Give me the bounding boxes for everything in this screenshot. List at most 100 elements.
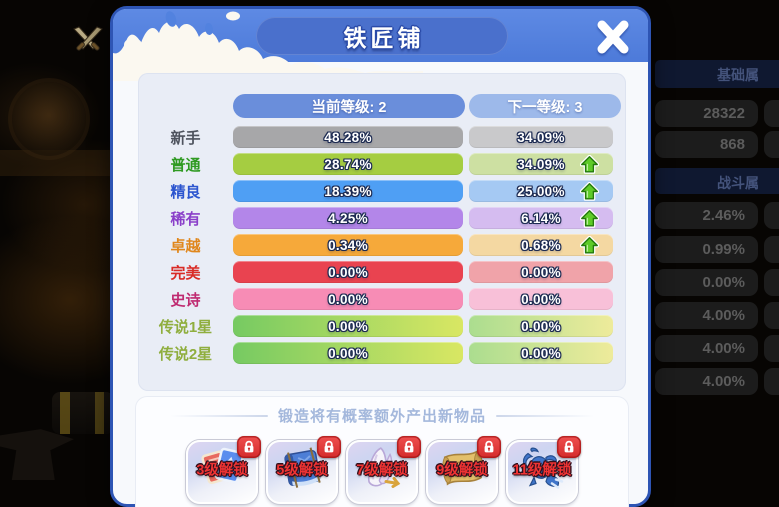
rarity-label: 史诗 xyxy=(170,291,201,309)
next-probability-bar: 0.00% xyxy=(469,315,613,337)
next-probability-value: 0.68% xyxy=(521,237,561,253)
current-level-header: 当前等级: 2 xyxy=(233,94,465,118)
rarity-label: 稀有 xyxy=(170,210,201,228)
stat-value-cell-clipped xyxy=(764,302,779,329)
current-probability-bar: 0.34% xyxy=(233,234,463,256)
level-header-row: 当前等级: 2 下一等级: 3 xyxy=(138,94,626,118)
unlock-items-row: 3级解锁 5级解锁 7级解锁 xyxy=(135,436,629,504)
lock-icon xyxy=(484,440,494,453)
current-probability-value: 0.00% xyxy=(328,318,368,334)
rarity-label: 卓越 xyxy=(170,237,201,255)
unlock-item-5[interactable]: 11级解锁 xyxy=(506,436,581,504)
stat-value-cell-clipped xyxy=(764,131,779,158)
lock-icon xyxy=(324,440,334,453)
next-probability-bar: 25.00% xyxy=(469,180,613,202)
rarity-row: 完美 0.00% 0.00% xyxy=(138,261,626,283)
unlock-item-art xyxy=(518,445,566,496)
stat-value-cell-clipped xyxy=(764,236,779,263)
close-button[interactable] xyxy=(592,19,634,55)
current-probability-value: 18.39% xyxy=(324,183,372,199)
rarity-label: 精良 xyxy=(170,183,201,201)
next-probability-bar: 34.09% xyxy=(469,126,613,148)
next-level-label: 下一等级: 3 xyxy=(507,99,583,116)
scene-clock xyxy=(12,82,86,156)
rarity-row: 传说2星 0.00% 0.00% xyxy=(138,342,626,364)
next-probability-value: 34.09% xyxy=(517,129,565,145)
stat-value-cell: 4.00% xyxy=(655,302,758,329)
basic-stats-header: 基础属 xyxy=(655,60,779,88)
stat-value-cell-clipped xyxy=(764,202,779,229)
divider-line xyxy=(496,414,594,417)
next-probability-value: 0.00% xyxy=(521,264,561,280)
book-icon xyxy=(284,447,321,488)
unlock-item-4[interactable]: 9级解锁 xyxy=(426,436,501,504)
combat-stats-header: 战斗属 xyxy=(655,168,779,194)
rarity-rows: 新手 48.28% 34.09% 普通 28.74% 34.09% 精良 18.… xyxy=(138,126,626,369)
unlock-item-art xyxy=(278,445,326,496)
current-probability-bar: 48.28% xyxy=(233,126,463,148)
lock-icon xyxy=(244,440,254,453)
current-level-label: 当前等级: 2 xyxy=(311,99,387,116)
next-probability-bar: 34.09% xyxy=(469,153,613,175)
next-probability-value: 0.00% xyxy=(521,318,561,334)
forge-note: 锻造将有概率额外产出新物品 xyxy=(277,408,486,425)
current-probability-bar: 0.00% xyxy=(233,288,463,310)
stats-side-panel: 基础属 战斗属 28322 868 2.46% 0.99% 0.00% 4.00% 4.00% 4… xyxy=(655,0,779,507)
next-probability-value: 0.00% xyxy=(521,345,561,361)
rarity-row: 卓越 0.34% 0.68% xyxy=(138,234,626,256)
next-probability-bar: 0.00% xyxy=(469,342,613,364)
rarity-label: 完美 xyxy=(170,264,201,282)
next-probability-bar: 6.14% xyxy=(469,207,613,229)
next-probability-value: 25.00% xyxy=(517,183,565,199)
stat-value-cell: 2.46% xyxy=(655,202,758,229)
scorpion-icon xyxy=(522,447,564,489)
current-probability-bar: 4.25% xyxy=(233,207,463,229)
unlocks-panel: 锻造将有概率额外产出新物品 3级解锁 5级解锁 7级解锁 xyxy=(135,396,629,507)
rarity-row: 史诗 0.00% 0.00% xyxy=(138,288,626,310)
scene-log xyxy=(52,392,114,434)
forge-note-row: 锻造将有概率额外产出新物品 xyxy=(135,405,629,426)
lock-badge xyxy=(477,436,501,458)
unlock-item-art xyxy=(358,445,406,496)
rarity-row: 稀有 4.25% 6.14% xyxy=(138,207,626,229)
current-probability-bar: 18.39% xyxy=(233,180,463,202)
next-probability-bar: 0.00% xyxy=(469,288,613,310)
next-probability-bar: 0.68% xyxy=(469,234,613,256)
current-probability-value: 0.34% xyxy=(328,237,368,253)
stat-value-cell: 4.00% xyxy=(655,368,758,395)
rarity-label: 传说1星 xyxy=(158,318,213,336)
stat-value-cell-clipped xyxy=(764,100,779,127)
lock-icon xyxy=(564,440,574,453)
current-probability-bar: 0.00% xyxy=(233,342,463,364)
current-probability-value: 0.00% xyxy=(328,345,368,361)
blacksmith-shop-dialog: 铁匠铺 当前等级: 2 下一等级: 3 新手 48.28% 34. xyxy=(110,6,651,507)
stat-value-cell-clipped xyxy=(764,269,779,296)
up-arrow-icon xyxy=(580,209,599,228)
lock-badge xyxy=(557,436,581,458)
stat-value-cell: 0.00% xyxy=(655,269,758,296)
rarity-label: 新手 xyxy=(170,129,201,147)
rarity-row: 传说1星 0.00% 0.00% xyxy=(138,315,626,337)
current-probability-bar: 0.00% xyxy=(233,261,463,283)
unlock-item-3[interactable]: 7级解锁 xyxy=(346,436,421,504)
unlock-level-label: 11级解锁 xyxy=(512,462,572,479)
next-level-header: 下一等级: 3 xyxy=(469,94,621,118)
rarity-row: 精良 18.39% 25.00% xyxy=(138,180,626,202)
current-probability-bar: 28.74% xyxy=(233,153,463,175)
rarity-label: 普通 xyxy=(170,156,201,174)
stat-value-cell: 868 xyxy=(655,131,758,158)
unlock-item-2[interactable]: 5级解锁 xyxy=(266,436,341,504)
cards-icon xyxy=(201,447,245,485)
unlock-level-label: 5级解锁 xyxy=(276,462,328,479)
lock-icon xyxy=(404,440,414,453)
lock-badge xyxy=(237,436,261,458)
close-icon xyxy=(597,20,629,54)
stat-value-cell: 0.99% xyxy=(655,236,758,263)
stat-value-cell-clipped xyxy=(764,335,779,362)
lock-badge xyxy=(397,436,421,458)
rarity-row: 普通 28.74% 34.09% xyxy=(138,153,626,175)
unlock-item-1[interactable]: 3级解锁 xyxy=(186,436,261,504)
current-probability-value: 48.28% xyxy=(324,129,372,145)
stat-value-cell: 28322 xyxy=(655,100,758,127)
stat-value-cell-clipped xyxy=(764,368,779,395)
